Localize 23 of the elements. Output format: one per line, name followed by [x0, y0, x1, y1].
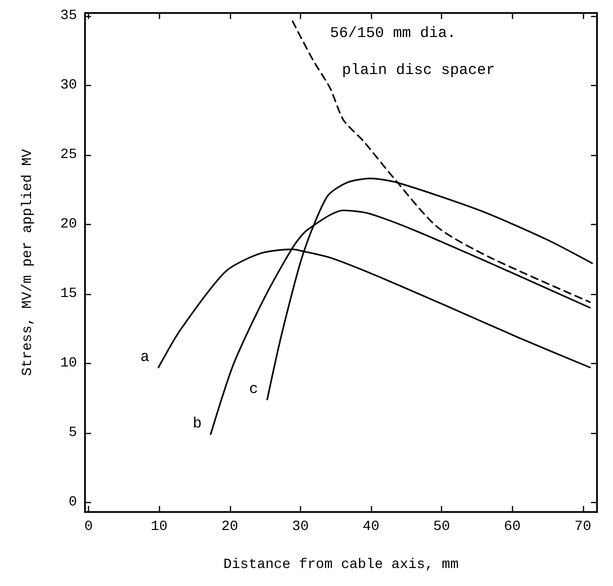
series-label: a: [140, 348, 150, 366]
annotation: 56/150 mm dia.: [330, 25, 456, 42]
series-label: c: [249, 380, 258, 398]
y-tick-label: 10: [60, 355, 77, 372]
annotation: plain disc spacer: [342, 62, 496, 79]
y-axis-title: Stress, MV/m per applied MV: [20, 148, 36, 376]
x-tick-label: 60: [504, 519, 521, 535]
x-tick-label: 70: [574, 519, 592, 535]
x-tick-label: 20: [221, 519, 238, 535]
x-tick-label: 40: [362, 519, 380, 535]
y-tick-label: 5: [68, 424, 77, 441]
x-tick-label: 10: [150, 519, 168, 535]
x-axis-title: Distance from cable axis, mm: [223, 557, 459, 573]
x-tick-label: 30: [292, 519, 309, 535]
x-tick-label: 50: [433, 519, 450, 535]
y-tick-label: 20: [60, 216, 77, 232]
x-tick-label: 0: [84, 519, 93, 535]
series-label: b: [192, 416, 202, 433]
y-tick-label: 30: [60, 77, 77, 94]
y-tick-label: 25: [60, 146, 77, 163]
y-tick-label: 15: [60, 286, 77, 302]
y-tick-label: 35: [60, 8, 77, 24]
y-tick-label: 0: [68, 494, 77, 510]
